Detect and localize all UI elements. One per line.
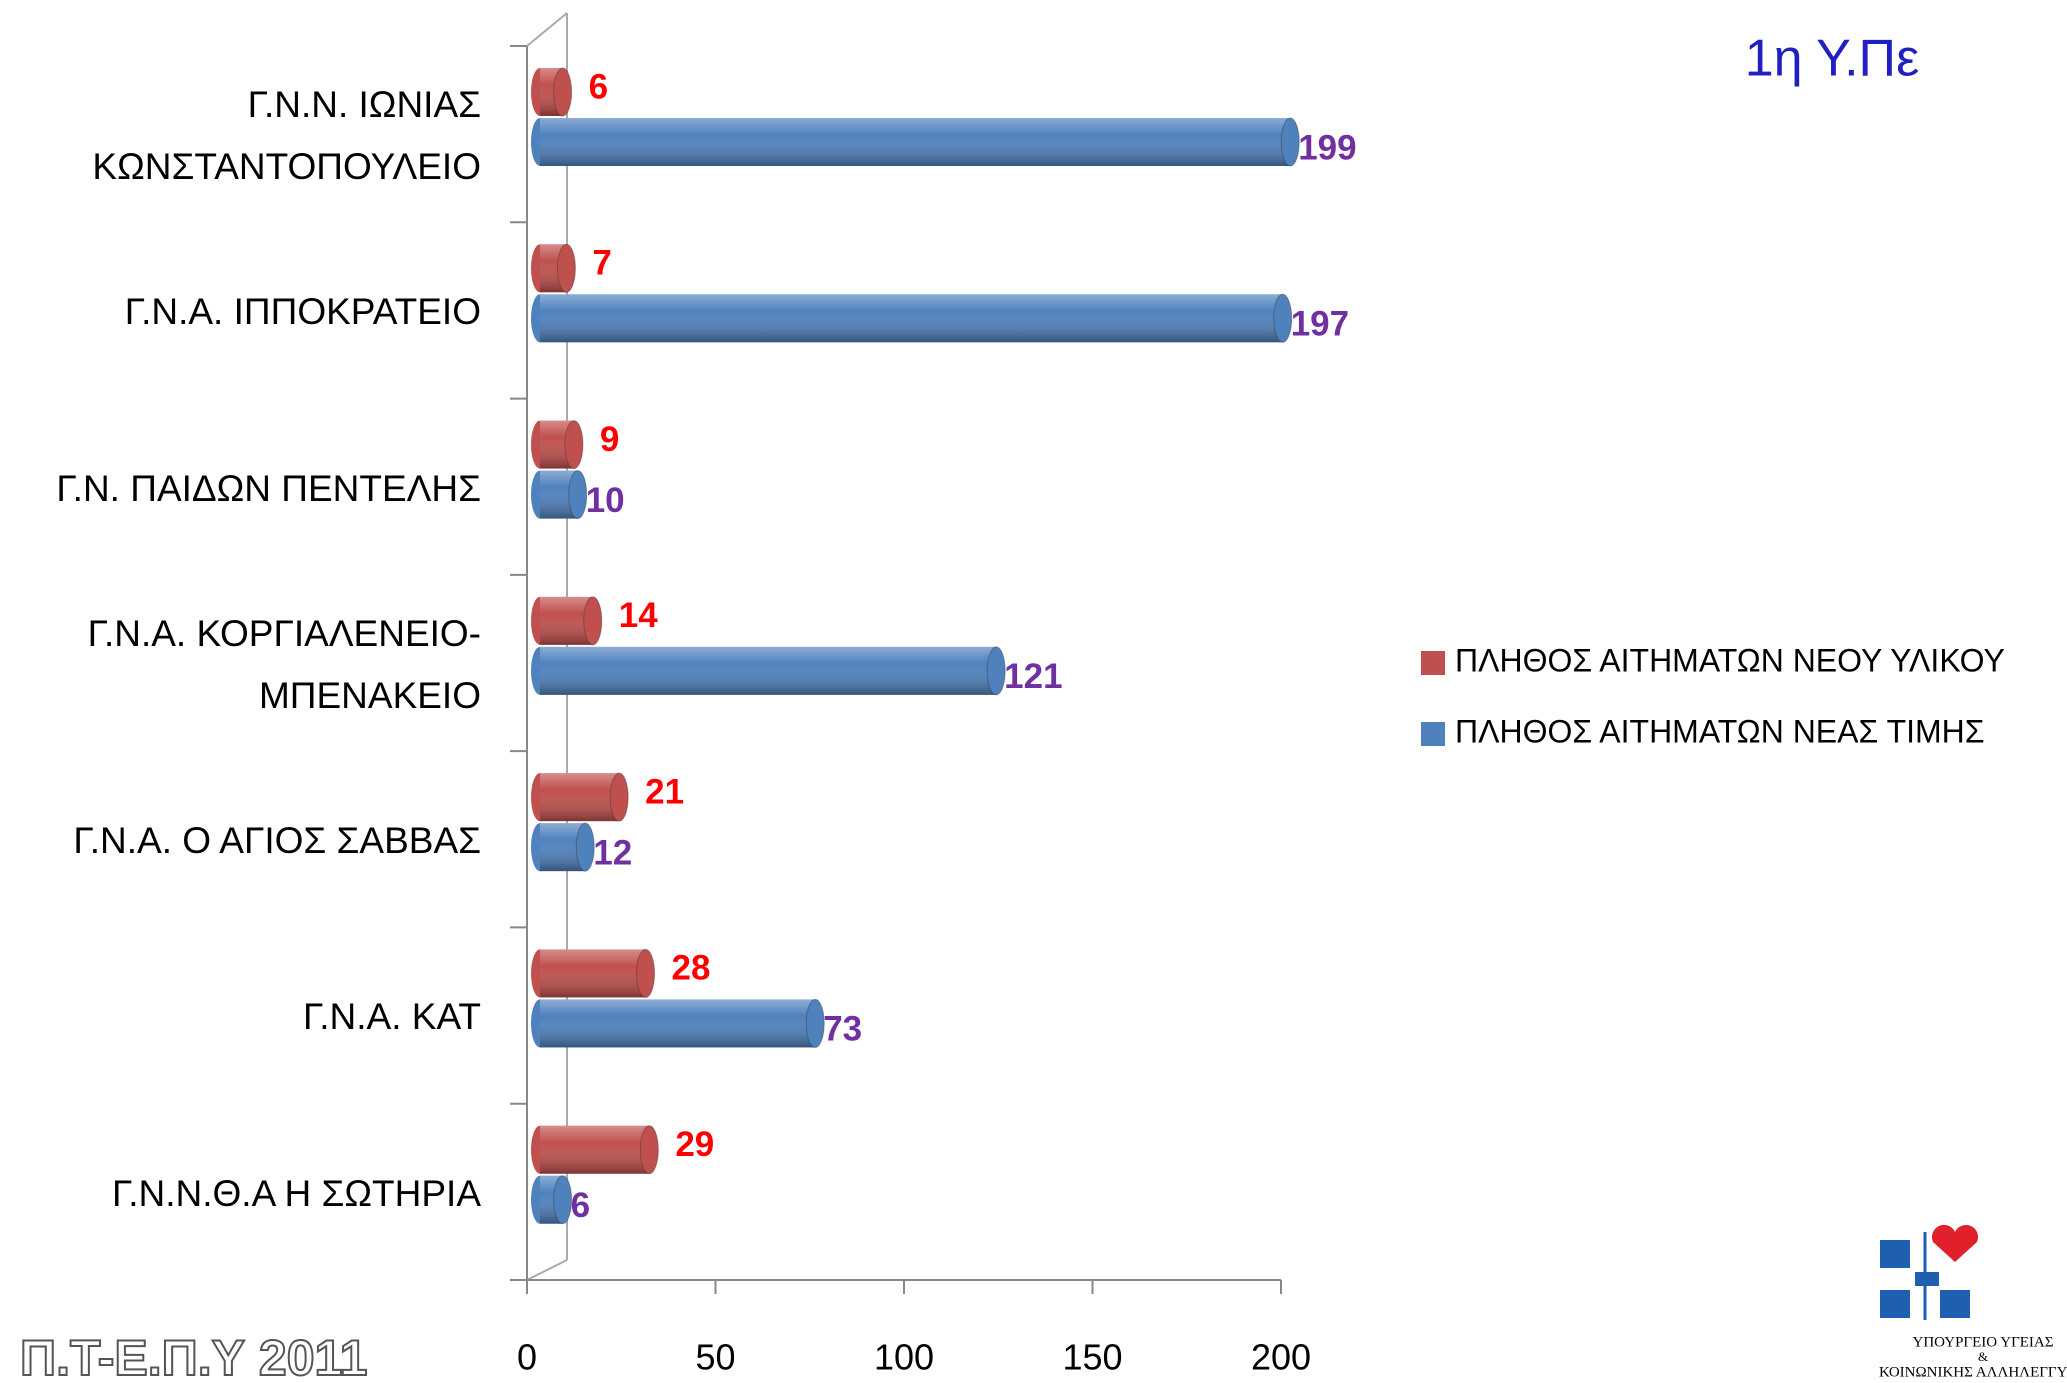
data-label: 197: [1291, 305, 1349, 344]
bar-shade: [540, 949, 646, 998]
bar-cap: [553, 1175, 573, 1225]
bar-cap: [636, 948, 656, 998]
data-label: 6: [571, 1186, 590, 1225]
wall-line: [526, 12, 568, 47]
x-tick-label: 0: [517, 1337, 537, 1378]
bar-cap: [583, 596, 603, 646]
data-label: 21: [645, 772, 684, 811]
logo-text: &: [1978, 1349, 1988, 1364]
wall-line: [526, 1259, 568, 1281]
x-tick-label: 200: [1251, 1337, 1311, 1378]
bar-cap: [556, 243, 576, 293]
bar-shade: [540, 118, 1291, 166]
y-tick-label: Γ.Ν.Α. Ο ΑΓΙΟΣ ΣΑΒΒΑΣ: [73, 820, 481, 862]
logo-block: [1940, 1290, 1970, 1318]
logo-block: [1880, 1240, 1910, 1268]
logo-heart: [1931, 1224, 1979, 1262]
legend-swatch: [1421, 651, 1445, 675]
data-label: 14: [619, 596, 658, 635]
data-label: 10: [586, 481, 625, 520]
bar-cap: [986, 646, 1006, 696]
bar-cap: [575, 822, 595, 872]
bar-cap: [568, 470, 588, 520]
legend-swatch: [1421, 722, 1445, 746]
bar-shade: [540, 999, 816, 1048]
y-tick-label: Γ.Ν.Ν.Θ.Α Η ΣΩΤΗΡΙΑ: [111, 1172, 481, 1214]
data-label: 12: [593, 833, 632, 872]
x-tick-label: 150: [1062, 1337, 1122, 1378]
bar-cap: [1273, 293, 1293, 343]
bar-cap: [805, 998, 825, 1048]
logo-text: ΥΠΟΥΡΓΕΙΟ ΥΓΕΙΑΣ: [1912, 1334, 2053, 1350]
y-tick-label: Γ.Ν.Α. ΚΟΡΓΙΑΛΕΝΕΙΟ- ΜΠΕΝΑΚΕΙΟ: [87, 612, 481, 716]
bar-shade: [540, 773, 620, 822]
data-label: 121: [1004, 657, 1062, 696]
data-label: 28: [672, 949, 711, 988]
data-label: 9: [600, 420, 619, 459]
logo-block: [1915, 1272, 1939, 1286]
y-tick-label: Γ.Ν.Α. ΚΑΤ: [302, 996, 481, 1038]
logo-block: [1880, 1290, 1910, 1318]
data-label: 73: [823, 1010, 862, 1049]
chart-title: 1η Υ.Πε: [1745, 30, 1920, 88]
data-label: 29: [675, 1125, 714, 1164]
bar-cap: [609, 772, 629, 822]
y-tick-label: Γ.Ν.Ν. ΙΩΝΙΑΣ ΚΩΝΣΤΑΝΤΟΠΟΥΛΕΙΟ: [92, 84, 481, 187]
x-tick-label: 50: [695, 1337, 735, 1378]
y-tick-label: Γ.Ν. ΠΑΙΔΩΝ ΠΕΝΤΕΛΗΣ: [56, 467, 481, 509]
bar-cap: [639, 1125, 659, 1175]
bar-shade: [540, 294, 1283, 343]
legend-label: ΠΛΗΘΟΣ ΑΙΤΗΜΑΤΩΝ ΝΕΑΣ ΤΙΜΗΣ: [1455, 713, 1985, 749]
bar-shade: [540, 1125, 650, 1174]
logo-text: ΚΟΙΝΩΝΙΚΗΣ ΑΛΛΗΛΕΓΓΥΗΣ: [1879, 1364, 2067, 1380]
data-label: 7: [592, 244, 611, 283]
data-label: 6: [589, 67, 608, 106]
bar-shade: [540, 646, 997, 695]
bar-cap: [564, 420, 584, 470]
data-label: 199: [1298, 128, 1356, 167]
bar-cap: [1280, 117, 1300, 167]
x-tick-label: 100: [874, 1337, 934, 1378]
legend-label: ΠΛΗΘΟΣ ΑΙΤΗΜΑΤΩΝ ΝΕΟΥ ΥΛΙΚΟΥ: [1455, 642, 2005, 678]
footer: Π.Τ-Ε.Π.Υ 2011: [20, 1330, 367, 1383]
logo: ΥΠΟΥΡΓΕΙΟ ΥΓΕΙΑΣ & ΚΟΙΝΩΝΙΚΗΣ ΑΛΛΗΛΕΓΓΥΗ…: [1879, 1224, 2067, 1380]
bar-cap: [553, 67, 573, 117]
y-tick-label: Γ.Ν.Α. ΙΠΠΟΚΡΑΤΕΙΟ: [124, 291, 481, 333]
